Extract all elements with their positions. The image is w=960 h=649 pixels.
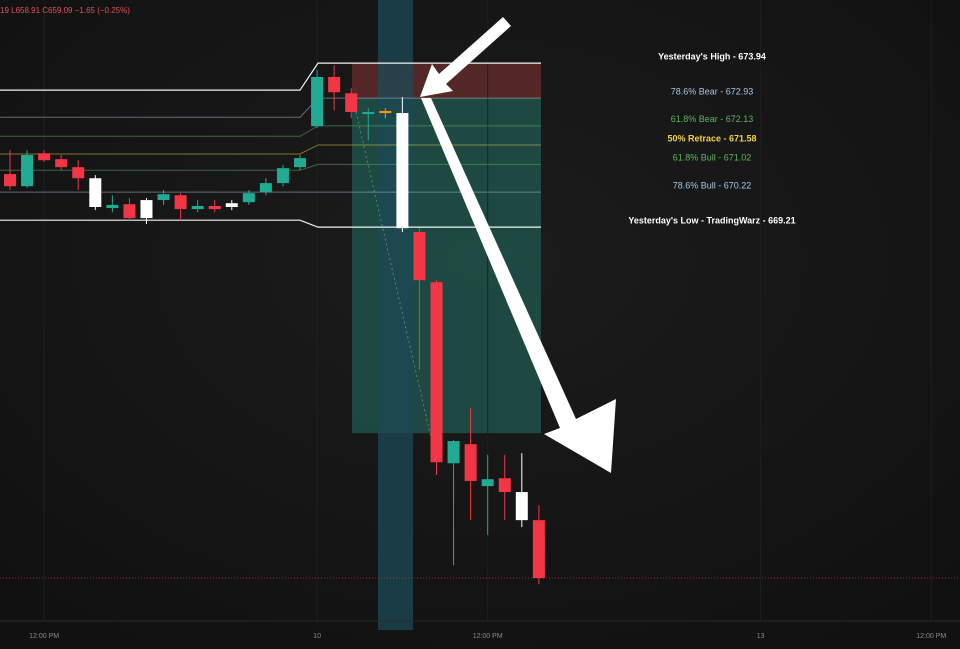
candle-body xyxy=(225,203,238,208)
level-label: 50% Retrace - 671.58 xyxy=(667,133,756,143)
ohlc-header: 19 L658.91 C659.09 −1.65 (−0.25%) xyxy=(0,6,130,15)
x-tick-label: 10 xyxy=(313,633,321,640)
arrow xyxy=(420,17,511,97)
candle-body xyxy=(379,110,392,114)
trend-line xyxy=(355,111,433,443)
level-label: 61.8% Bear - 672.13 xyxy=(671,114,754,124)
candle-body xyxy=(106,204,119,209)
level-line xyxy=(0,125,541,137)
candle-body xyxy=(515,492,528,521)
candle-body xyxy=(123,204,136,219)
candle-body xyxy=(259,183,272,193)
level-label: 61.8% Bull - 671.02 xyxy=(673,153,752,163)
candle-body xyxy=(276,168,289,184)
level-line xyxy=(0,144,541,155)
candle-body xyxy=(464,444,477,481)
candle-body xyxy=(157,194,170,201)
x-tick-label: 12:00 PM xyxy=(916,633,946,640)
x-tick-label: 12:00 PM xyxy=(29,633,59,640)
level-line xyxy=(0,163,541,171)
candle-body xyxy=(294,158,307,168)
candle-body xyxy=(498,478,511,493)
candle-body xyxy=(413,231,426,281)
candle-body xyxy=(311,76,324,127)
level-line xyxy=(0,62,541,91)
candle-body xyxy=(447,441,460,464)
level-label: Yesterday's Low - TradingWarz - 669.21 xyxy=(628,216,795,226)
level-label: 78.6% Bull - 670.22 xyxy=(673,180,752,190)
candle-body xyxy=(140,200,153,219)
candle-body xyxy=(38,153,51,161)
level-label: Yesterday's High - 673.94 xyxy=(658,51,766,61)
candle-body xyxy=(396,113,409,229)
candle-body xyxy=(4,174,16,187)
candle-body xyxy=(89,178,102,208)
x-tick-label: 13 xyxy=(757,633,765,640)
candle-body xyxy=(328,76,341,93)
candle-body xyxy=(430,282,443,463)
candle-body xyxy=(72,167,85,179)
candle-body xyxy=(481,479,494,487)
candle-body xyxy=(532,520,545,579)
arrow xyxy=(421,98,616,473)
candle-body xyxy=(208,205,221,210)
candle-body xyxy=(21,155,34,187)
candle-body xyxy=(362,112,375,115)
candle-body xyxy=(345,93,358,113)
level-label: 78.6% Bear - 672.93 xyxy=(671,87,754,97)
level-line xyxy=(0,219,541,228)
candle-body xyxy=(55,159,68,168)
candle-body xyxy=(174,195,187,210)
candle-body xyxy=(191,205,204,210)
candle-body xyxy=(242,193,255,203)
x-tick-label: 12:00 PM xyxy=(473,633,503,640)
highlight-band xyxy=(378,0,413,630)
